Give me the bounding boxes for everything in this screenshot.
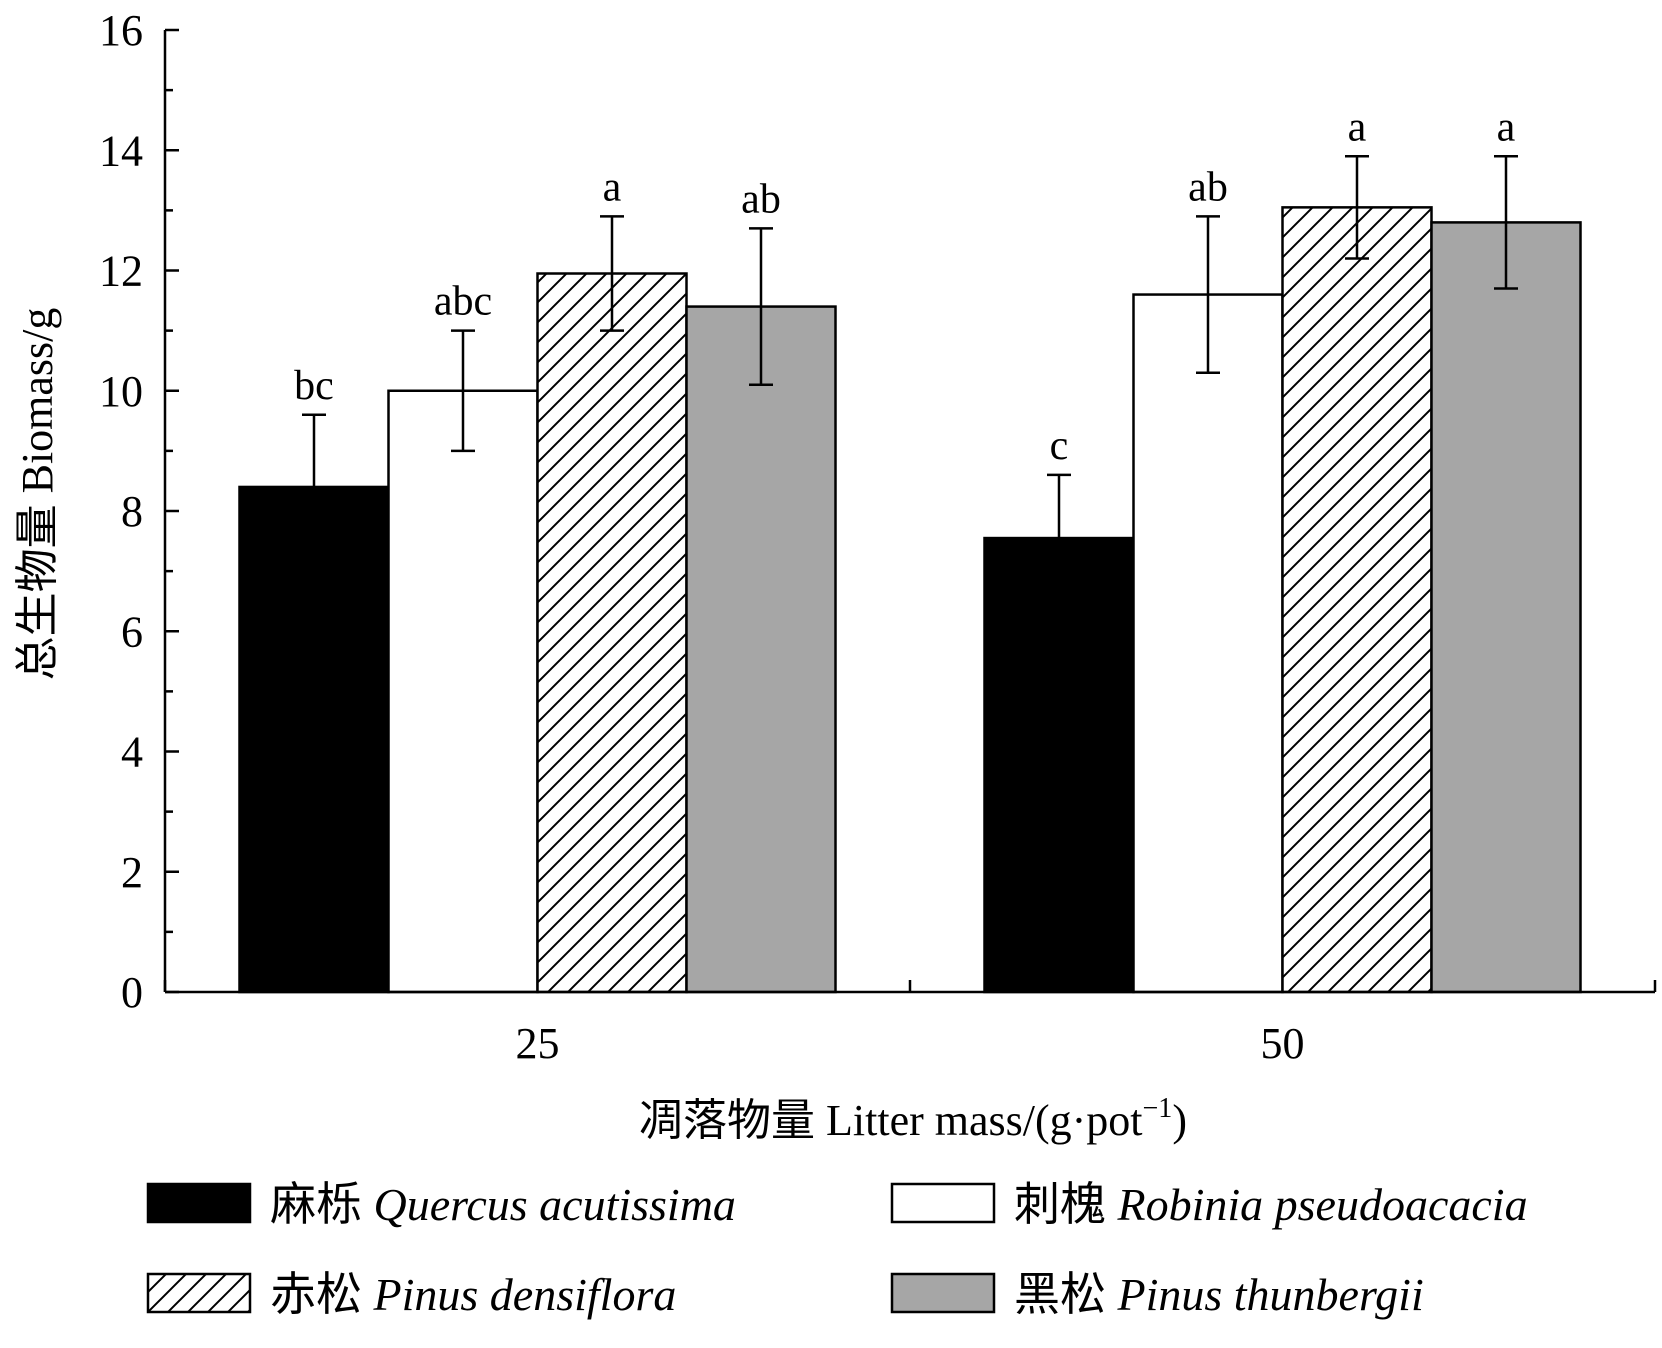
significance-label: a <box>1348 104 1367 150</box>
y-tick-label: 0 <box>121 968 143 1017</box>
legend-name-cn: 黑松 <box>1014 1269 1118 1320</box>
legend-swatch <box>890 1272 996 1314</box>
legend-entry: 黑松 Pinus thunbergii <box>1014 1269 1424 1320</box>
x-axis-title-superscript: −1 <box>1143 1093 1173 1124</box>
y-tick-label: 16 <box>99 6 143 55</box>
y-tick-label: 6 <box>121 607 143 656</box>
bar <box>685 305 837 994</box>
legend-swatch <box>146 1272 252 1314</box>
legend-name-latin: Pinus thunbergii <box>1117 1269 1424 1320</box>
significance-label: ab <box>1188 164 1228 210</box>
x-axis-title-close: ) <box>1172 1096 1187 1145</box>
y-axis-title-group: 总生物量 Biomass/g <box>13 308 62 681</box>
legend-name-latin: Quercus acutissima <box>374 1179 736 1230</box>
y-tick-label: 2 <box>121 848 143 897</box>
significance-label: abc <box>434 279 492 325</box>
significance-label: ab <box>741 176 781 222</box>
legend-name-cn: 赤松 <box>270 1269 374 1320</box>
x-axis-title: 凋落物量 Litter mass/(g·pot−1) <box>639 1093 1187 1145</box>
legend-swatch <box>890 1182 996 1224</box>
y-tick-label: 8 <box>121 487 143 536</box>
x-tick-label: 25 <box>516 1019 560 1068</box>
bar <box>238 485 390 994</box>
y-tick-label: 4 <box>121 728 143 777</box>
legend-name-latin: Pinus densiflora <box>373 1269 677 1320</box>
legend-name-cn: 麻栎 <box>270 1179 374 1230</box>
legend-name-latin: Robinia pseudoacacia <box>1117 1179 1528 1230</box>
bar <box>1281 206 1433 994</box>
significance-label: c <box>1050 423 1069 469</box>
x-axis-ticks: 25 50 <box>163 980 1657 1068</box>
legend-entry: 刺槐 Robinia pseudoacacia <box>1014 1179 1528 1230</box>
y-tick-label: 14 <box>99 126 143 175</box>
y-tick-label: 10 <box>99 367 143 416</box>
legend: 麻栎 Quercus acutissima 刺槐 Robinia pseudoac… <box>146 1179 1528 1320</box>
legend-swatch <box>146 1182 252 1224</box>
bar <box>536 272 688 994</box>
bar <box>1430 221 1582 994</box>
y-axis-ticks: 0 2 4 6 8 10 12 14 16 <box>99 6 179 1017</box>
significance-label: bc <box>294 363 334 409</box>
bar <box>1132 293 1284 994</box>
bar <box>387 389 539 994</box>
legend-entry: 赤松 Pinus densiflora <box>270 1269 676 1320</box>
x-tick-label: 50 <box>1261 1019 1305 1068</box>
significance-label: a <box>603 164 622 210</box>
y-tick-label: 12 <box>99 247 143 296</box>
y-axis-title: 总生物量 Biomass/g <box>13 308 62 681</box>
legend-entry: 麻栎 Quercus acutissima <box>270 1179 736 1230</box>
significance-label: a <box>1497 104 1516 150</box>
bar <box>983 536 1135 994</box>
legend-name-cn: 刺槐 <box>1014 1179 1118 1230</box>
